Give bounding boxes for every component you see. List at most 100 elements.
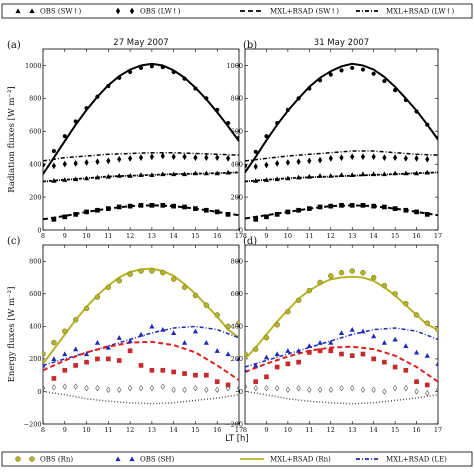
panel-title: 31 May 2007 <box>314 38 369 48</box>
data-point <box>106 83 111 89</box>
data-point <box>328 340 334 345</box>
data-point <box>193 154 198 161</box>
data-point <box>274 322 280 328</box>
legend-label: OBS (SW↑) <box>40 8 81 16</box>
panel-label: (c) <box>7 236 21 247</box>
data-point <box>339 385 344 392</box>
data-point <box>328 386 333 393</box>
data-point <box>73 346 79 352</box>
x-tick-label: 17 <box>235 232 243 240</box>
data-point <box>296 158 301 166</box>
data-point <box>203 207 209 213</box>
series-line <box>245 390 438 405</box>
legend-marker <box>115 7 121 15</box>
x-tick-label: 14 <box>170 426 178 434</box>
data-point <box>192 170 199 176</box>
data-point <box>116 278 122 284</box>
data-point <box>285 361 291 367</box>
data-point <box>381 340 387 345</box>
x-tick-label: 14 <box>170 232 178 240</box>
data-point <box>105 206 111 211</box>
data-point <box>95 94 100 99</box>
data-point <box>84 209 89 215</box>
data-point <box>306 287 313 294</box>
x-tick-label: 11 <box>305 426 313 434</box>
data-point <box>214 348 220 353</box>
data-point <box>317 340 323 345</box>
x-tick-label: 9 <box>63 426 67 434</box>
data-point <box>307 157 312 165</box>
data-point <box>215 154 220 161</box>
data-point <box>285 159 290 166</box>
x-tick-label: 8 <box>41 426 45 434</box>
data-point <box>317 204 323 210</box>
legend-marker <box>129 456 135 462</box>
y-tick-label: 600 <box>29 128 41 136</box>
data-point <box>138 268 144 274</box>
data-point <box>382 204 387 210</box>
data-point <box>285 308 291 315</box>
data-point <box>264 374 269 380</box>
data-point <box>73 176 79 182</box>
data-point <box>414 155 419 162</box>
data-point <box>275 159 280 167</box>
data-point <box>274 176 280 182</box>
data-point <box>128 69 133 75</box>
data-point <box>424 353 430 358</box>
data-point <box>349 327 355 332</box>
data-point <box>435 361 438 366</box>
data-point <box>435 386 438 393</box>
data-point <box>204 386 209 393</box>
data-point <box>263 335 270 341</box>
data-point <box>371 203 377 209</box>
axes-frame <box>42 244 240 425</box>
y-tick-label: 400 <box>231 323 243 331</box>
data-point <box>127 203 133 209</box>
panel-label: (a) <box>7 40 21 51</box>
data-point <box>203 302 210 308</box>
plot-area <box>43 62 239 222</box>
x-tick-label: 8 <box>243 232 247 240</box>
data-point <box>236 356 239 361</box>
data-point <box>116 204 122 210</box>
data-point <box>182 204 187 210</box>
data-point <box>413 312 420 318</box>
data-point <box>382 359 387 365</box>
data-point <box>296 385 301 392</box>
data-point <box>435 326 438 333</box>
x-tick-label: 8 <box>41 232 45 240</box>
data-point <box>392 385 398 392</box>
data-point <box>285 386 291 393</box>
series-line <box>43 340 239 381</box>
data-point <box>306 206 312 211</box>
panel-label: (b) <box>243 40 257 51</box>
data-point <box>307 86 312 91</box>
data-point <box>392 291 398 297</box>
legend-marker <box>115 456 121 462</box>
data-point <box>425 122 430 127</box>
data-point <box>138 331 144 337</box>
data-point <box>328 203 334 209</box>
data-point <box>403 367 409 373</box>
data-point <box>403 155 408 162</box>
data-point <box>392 336 398 342</box>
data-point <box>73 159 78 167</box>
x-tick-label: 8 <box>243 426 247 434</box>
plot-area <box>245 62 438 222</box>
data-point <box>339 351 344 357</box>
panel-label: (d) <box>243 236 257 247</box>
data-point <box>339 154 344 161</box>
data-point <box>214 170 220 176</box>
data-point <box>350 153 355 161</box>
data-point <box>182 371 187 376</box>
y-tick-label: 600 <box>231 290 243 298</box>
data-point <box>371 333 377 339</box>
x-tick-label: 15 <box>191 426 199 434</box>
x-tick-label: 17 <box>434 426 442 434</box>
data-point <box>253 385 258 392</box>
data-point <box>182 153 187 161</box>
data-point <box>360 67 366 72</box>
